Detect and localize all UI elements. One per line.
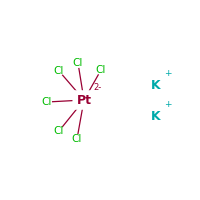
Text: Cl: Cl	[96, 65, 106, 75]
Text: Pt: Pt	[76, 94, 92, 106]
Text: +: +	[164, 100, 172, 109]
Text: Cl: Cl	[72, 134, 82, 144]
Text: Pt: Pt	[75, 92, 93, 108]
Text: 2-: 2-	[94, 83, 102, 92]
Text: Cl: Cl	[42, 97, 52, 107]
Text: K: K	[151, 79, 161, 92]
Text: Cl: Cl	[54, 66, 64, 76]
Text: +: +	[164, 69, 172, 78]
Text: Cl: Cl	[54, 126, 64, 136]
Text: Cl: Cl	[73, 58, 83, 68]
Text: K: K	[151, 110, 161, 122]
